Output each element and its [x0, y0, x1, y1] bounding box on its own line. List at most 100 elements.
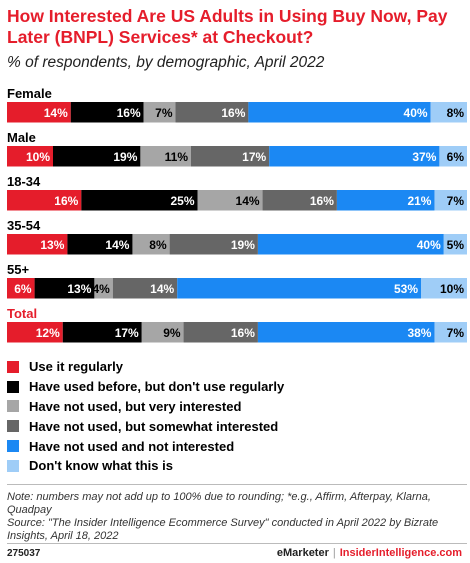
data-label-35-54-4: 40%	[417, 238, 441, 252]
data-label-35-54-0: 13%	[40, 238, 64, 252]
data-label-female-1: 16%	[117, 106, 141, 120]
data-label-male-0: 10%	[26, 150, 50, 164]
bar-segment-55--0	[7, 278, 35, 299]
data-label-total-5: 7%	[447, 326, 465, 340]
data-label-male-2: 11%	[165, 150, 189, 164]
data-label-55--2: 4%	[92, 282, 110, 296]
chart-legend: Use it regularly Have used before, but do…	[7, 357, 467, 476]
category-label-male: Male	[7, 130, 36, 145]
note-text: Note: numbers may not add up to 100% due…	[7, 491, 431, 516]
bar-segment-35-54-4	[257, 234, 444, 255]
bar-segment-18-34-5	[434, 190, 467, 211]
bar-segment-male-0	[7, 146, 53, 167]
bar-segment-55--5	[421, 278, 467, 299]
bar-segment-male-5	[439, 146, 467, 167]
data-label-18-34-1: 25%	[170, 194, 194, 208]
bar-segment-male-3	[191, 146, 270, 167]
data-label-male-4: 37%	[412, 150, 436, 164]
data-label-35-54-5: 5%	[447, 238, 465, 252]
legend-swatch-4	[7, 440, 19, 453]
bar-segment-female-1	[70, 102, 144, 123]
legend-swatch-5	[7, 459, 19, 472]
data-label-18-34-2: 14%	[236, 194, 260, 208]
brand-insider-intelligence: InsiderIntelligence.com	[339, 547, 462, 559]
bar-segment-35-54-5	[443, 234, 467, 255]
bar-segment-35-54-0	[7, 234, 68, 255]
bar-segment-total-1	[62, 322, 142, 343]
data-label-male-5: 6%	[447, 150, 465, 164]
legend-swatch-3	[7, 420, 19, 433]
bar-segment-female-3	[175, 102, 249, 123]
legend-label-3: Have not used, but somewhat interested	[29, 418, 279, 434]
data-label-55--1: 13%	[67, 282, 91, 296]
data-label-total-4: 38%	[407, 326, 431, 340]
legend-item-4: Have not used and not interested	[7, 436, 467, 456]
bar-segment-total-3	[183, 322, 258, 343]
footer-divider	[7, 543, 467, 544]
legend-label-4: Have not used and not interested	[29, 438, 235, 454]
brand-separator: |	[332, 547, 336, 559]
bar-segment-total-2	[141, 322, 184, 343]
data-label-total-2: 9%	[163, 326, 181, 340]
data-label-18-34-0: 16%	[54, 194, 78, 208]
source-text: Source: "The Insider Intelligence Ecomme…	[7, 517, 439, 542]
legend-label-2: Have not used, but very interested	[29, 398, 242, 414]
data-label-female-3: 16%	[221, 106, 245, 120]
bar-segment-male-2	[140, 146, 191, 167]
data-label-55--5: 10%	[440, 282, 464, 296]
bar-segment-total-0	[7, 322, 63, 343]
data-label-total-0: 12%	[36, 326, 60, 340]
data-label-total-1: 17%	[115, 326, 139, 340]
bar-segment-55--2	[94, 278, 113, 299]
data-label-18-34-4: 21%	[407, 194, 431, 208]
bar-segment-18-34-3	[262, 190, 337, 211]
data-label-35-54-3: 19%	[231, 238, 255, 252]
bar-segment-male-4	[269, 146, 440, 167]
data-label-female-5: 8%	[447, 106, 465, 120]
data-label-35-54-1: 14%	[105, 238, 129, 252]
legend-item-3: Have not used, but somewhat interested	[7, 416, 467, 436]
bar-segment-35-54-2	[132, 234, 170, 255]
bar-segment-female-0	[7, 102, 71, 123]
bar-segment-55--4	[177, 278, 421, 299]
legend-item-5: Don't know what this is	[7, 456, 467, 476]
legend-swatch-1	[7, 380, 19, 393]
stacked-bar-chart: Female 14% 16% 7% 16% 40% 8% Male 10% 19% 11% 17% 37…	[7, 86, 467, 343]
bar-segment-35-54-3	[169, 234, 258, 255]
legend-swatch-2	[7, 400, 19, 413]
data-label-18-34-3: 16%	[310, 194, 334, 208]
data-label-female-0: 14%	[44, 106, 68, 120]
category-label-18-34: 18-34	[7, 174, 41, 189]
chart-id: 275037	[7, 548, 41, 559]
data-label-55--4: 53%	[394, 282, 418, 296]
legend-item-2: Have not used, but very interested	[7, 397, 467, 417]
category-label-55-: 55+	[7, 262, 29, 277]
bar-segment-female-4	[248, 102, 431, 123]
bar-segment-18-34-2	[197, 190, 263, 211]
chart-notes: Note: numbers may not add up to 100% due…	[7, 491, 467, 543]
legend-label-5: Don't know what this is	[29, 458, 173, 474]
legend-divider	[7, 484, 467, 485]
chart-subtitle: % of respondents, by demographic, April …	[7, 54, 325, 71]
bar-segment-18-34-4	[336, 190, 435, 211]
bar-segment-female-5	[430, 102, 467, 123]
category-label-total: Total	[7, 306, 37, 321]
bar-segment-35-54-1	[67, 234, 133, 255]
legend-label-0: Use it regularly	[29, 359, 123, 375]
category-label-female: Female	[7, 86, 52, 101]
data-label-male-3: 17%	[242, 150, 266, 164]
legend-item-1: Have used before, but don't use regularl…	[7, 377, 467, 397]
data-label-55--3: 14%	[150, 282, 174, 296]
data-label-55--0: 6%	[14, 282, 32, 296]
data-label-male-1: 19%	[113, 150, 137, 164]
bar-segment-18-34-1	[81, 190, 198, 211]
footer-brand: eMarketer | InsiderIntelligence.com	[277, 547, 462, 559]
legend-item-0: Use it regularly	[7, 357, 467, 377]
bar-segment-55--3	[112, 278, 178, 299]
bar-segment-male-1	[53, 146, 141, 167]
category-label-35-54: 35-54	[7, 218, 41, 233]
bar-segment-55--1	[34, 278, 95, 299]
bar-segment-female-2	[143, 102, 176, 123]
legend-swatch-0	[7, 360, 19, 373]
legend-label-1: Have used before, but don't use regularl…	[29, 379, 285, 395]
